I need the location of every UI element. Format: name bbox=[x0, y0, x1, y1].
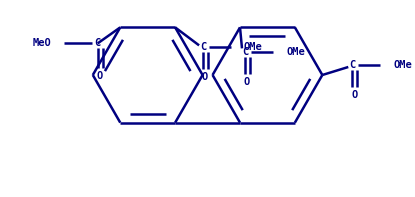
Text: O: O bbox=[97, 71, 103, 81]
Text: C: C bbox=[200, 42, 206, 52]
Text: O: O bbox=[202, 72, 208, 82]
Text: O: O bbox=[351, 90, 357, 100]
Text: OMe: OMe bbox=[244, 42, 262, 52]
Text: MeO: MeO bbox=[32, 38, 51, 48]
Text: OMe: OMe bbox=[394, 60, 413, 70]
Text: O: O bbox=[244, 77, 250, 87]
Text: OMe: OMe bbox=[286, 47, 305, 57]
Text: C: C bbox=[349, 60, 355, 70]
Text: C: C bbox=[242, 47, 248, 57]
Text: C: C bbox=[95, 38, 101, 48]
